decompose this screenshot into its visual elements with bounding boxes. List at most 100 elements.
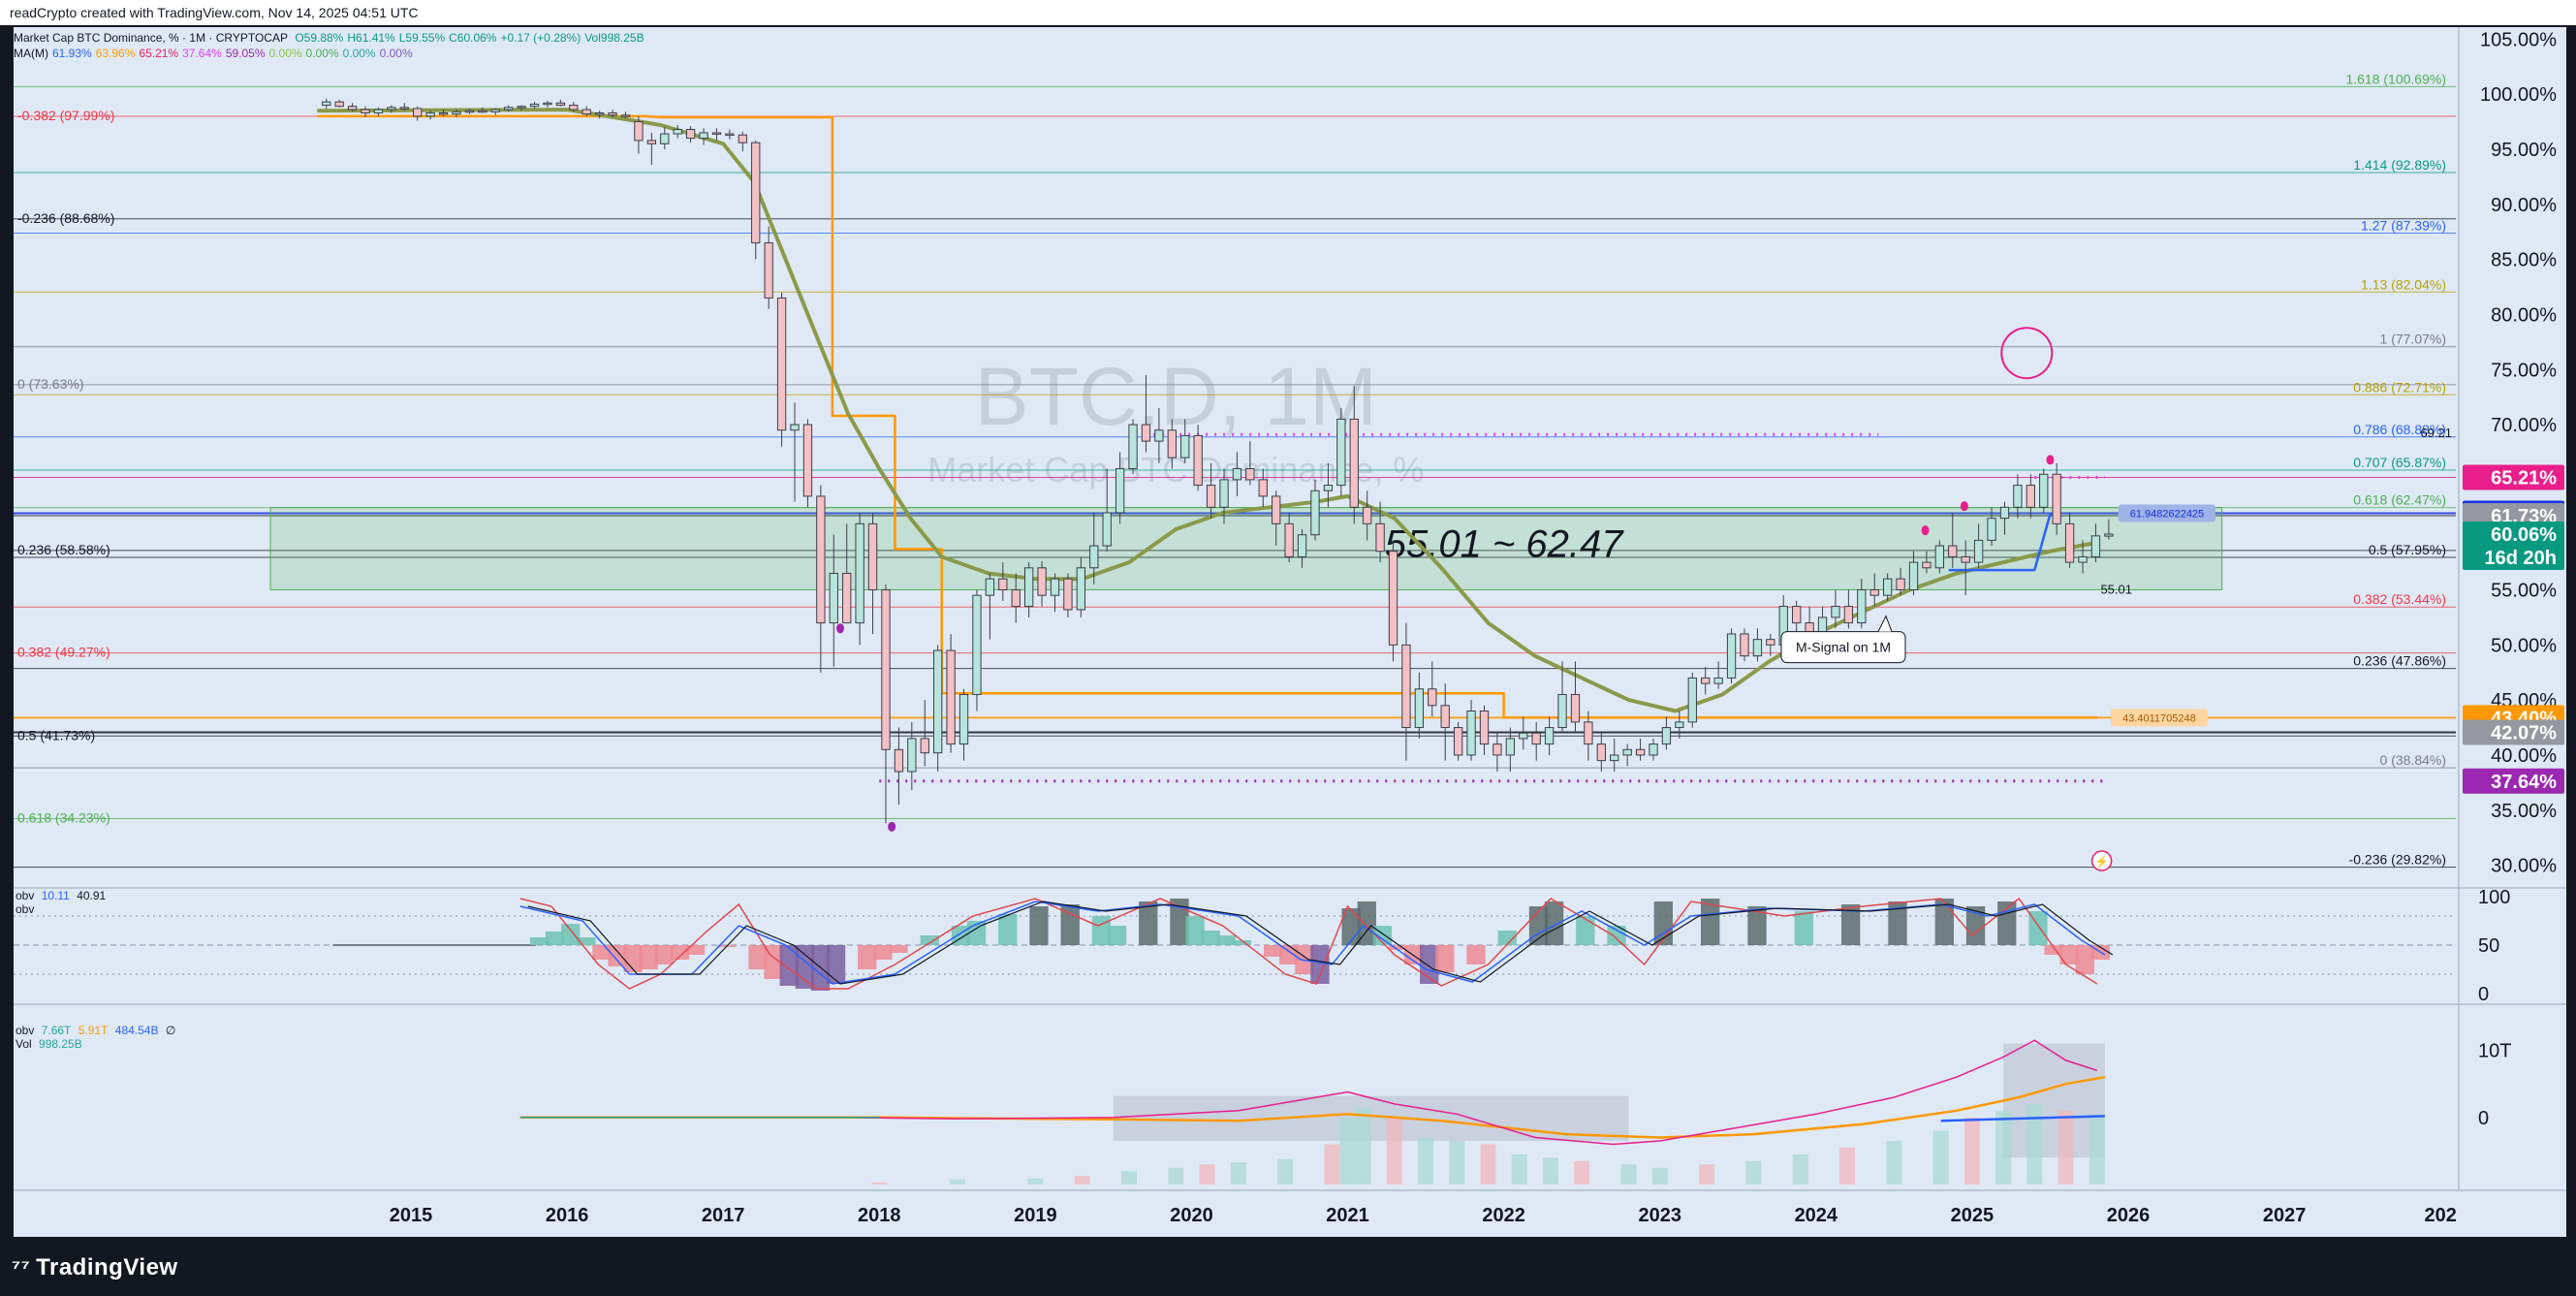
candle[interactable] bbox=[920, 700, 929, 767]
candle[interactable] bbox=[543, 100, 552, 108]
candle[interactable] bbox=[1219, 468, 1229, 524]
candle[interactable] bbox=[1154, 408, 1164, 463]
symbol-title[interactable]: Market Cap BTC Dominance, % · 1M · CRYPT… bbox=[14, 31, 288, 45]
candle[interactable] bbox=[1363, 490, 1372, 541]
candle[interactable] bbox=[776, 292, 787, 447]
candle[interactable] bbox=[1167, 419, 1177, 469]
candle[interactable] bbox=[1661, 716, 1672, 750]
candle[interactable] bbox=[1570, 661, 1581, 734]
candle[interactable] bbox=[620, 111, 631, 119]
ma-label[interactable]: MA(M) bbox=[14, 47, 48, 60]
candle[interactable] bbox=[1544, 716, 1555, 755]
candle[interactable] bbox=[867, 512, 878, 634]
candle[interactable] bbox=[1063, 573, 1073, 617]
candle[interactable] bbox=[933, 645, 943, 773]
price-badge[interactable]: 60.06% bbox=[2463, 522, 2564, 571]
candle[interactable] bbox=[2026, 474, 2035, 519]
candle[interactable] bbox=[1050, 573, 1060, 613]
candle[interactable] bbox=[1843, 589, 1854, 629]
candle[interactable] bbox=[2090, 523, 2101, 563]
candle[interactable] bbox=[529, 102, 540, 109]
candle[interactable] bbox=[478, 107, 487, 113]
candle[interactable] bbox=[1180, 419, 1190, 463]
candle[interactable] bbox=[829, 534, 838, 668]
candle[interactable] bbox=[504, 105, 514, 112]
candle[interactable] bbox=[594, 111, 605, 119]
price-badge[interactable]: 65.21% bbox=[2463, 464, 2564, 490]
candle[interactable] bbox=[842, 523, 852, 624]
candle[interactable] bbox=[1740, 628, 1749, 662]
candle[interactable] bbox=[1453, 721, 1463, 761]
candle[interactable] bbox=[1713, 661, 1723, 689]
tradingview-logo[interactable]: ⁷⁷ TradingView bbox=[12, 1254, 178, 1281]
candle[interactable] bbox=[711, 128, 722, 141]
obv-vol-label[interactable]: obv bbox=[16, 1024, 35, 1037]
candle[interactable] bbox=[490, 108, 500, 115]
range-box[interactable] bbox=[269, 507, 2223, 590]
candle[interactable] bbox=[452, 110, 461, 118]
candle[interactable] bbox=[764, 226, 773, 309]
candle[interactable] bbox=[673, 124, 682, 139]
candle[interactable] bbox=[1622, 743, 1632, 767]
candle[interactable] bbox=[2104, 519, 2114, 540]
candle[interactable] bbox=[438, 110, 449, 116]
candle[interactable] bbox=[790, 402, 800, 502]
candle[interactable] bbox=[2064, 512, 2075, 568]
candle[interactable] bbox=[1752, 628, 1763, 662]
candle[interactable] bbox=[1896, 567, 1905, 596]
obv-osc-label[interactable]: obv bbox=[16, 889, 35, 902]
candle[interactable] bbox=[1206, 462, 1216, 519]
candle[interactable] bbox=[1675, 711, 1684, 739]
candle[interactable] bbox=[1375, 501, 1385, 563]
candle[interactable] bbox=[1310, 479, 1320, 541]
candle[interactable] bbox=[725, 129, 735, 140]
candle[interactable] bbox=[1584, 711, 1593, 761]
candle[interactable] bbox=[569, 102, 579, 112]
candle[interactable] bbox=[1999, 501, 2010, 535]
candle[interactable] bbox=[1961, 540, 1970, 596]
candle[interactable] bbox=[387, 105, 396, 113]
candle[interactable] bbox=[1857, 579, 1867, 629]
candle[interactable] bbox=[1258, 468, 1268, 508]
candle[interactable] bbox=[855, 512, 864, 646]
candle[interactable] bbox=[634, 115, 644, 154]
candle[interactable] bbox=[699, 128, 708, 145]
candle[interactable] bbox=[1987, 507, 1996, 547]
candle[interactable] bbox=[1272, 490, 1281, 547]
candle[interactable] bbox=[1531, 721, 1541, 761]
candle[interactable] bbox=[1948, 512, 1958, 568]
candle[interactable] bbox=[1701, 667, 1711, 695]
candle[interactable] bbox=[1440, 683, 1450, 761]
candle[interactable] bbox=[1726, 628, 1737, 684]
candle[interactable] bbox=[958, 688, 969, 761]
candle[interactable] bbox=[464, 108, 475, 114]
candle[interactable] bbox=[1428, 661, 1437, 717]
candle[interactable] bbox=[2052, 462, 2061, 535]
candle[interactable] bbox=[608, 110, 617, 118]
candle[interactable] bbox=[1414, 672, 1425, 739]
candle[interactable] bbox=[816, 485, 826, 673]
candle[interactable] bbox=[1519, 716, 1528, 750]
candle[interactable] bbox=[1401, 622, 1411, 761]
candle[interactable] bbox=[985, 573, 995, 640]
candle[interactable] bbox=[2039, 468, 2049, 513]
candle[interactable] bbox=[1596, 733, 1606, 773]
lightning-icon[interactable] bbox=[2090, 850, 2113, 871]
candle[interactable] bbox=[399, 103, 409, 111]
candle[interactable] bbox=[1649, 738, 1658, 761]
candle[interactable] bbox=[1245, 441, 1255, 486]
candle[interactable] bbox=[1882, 573, 1893, 601]
candle[interactable] bbox=[894, 727, 904, 806]
price-badge[interactable]: 42.07% bbox=[2463, 719, 2564, 745]
candle[interactable] bbox=[1869, 573, 1879, 607]
candle[interactable] bbox=[1102, 468, 1112, 552]
candle[interactable] bbox=[1323, 462, 1334, 508]
candle[interactable] bbox=[1922, 551, 1932, 574]
obv-osc-sublabel[interactable]: obv bbox=[16, 902, 35, 916]
candle[interactable] bbox=[738, 131, 747, 152]
candle[interactable] bbox=[1193, 425, 1203, 491]
candle[interactable] bbox=[322, 98, 331, 109]
candle[interactable] bbox=[1037, 560, 1047, 607]
candle[interactable] bbox=[1831, 589, 1840, 629]
